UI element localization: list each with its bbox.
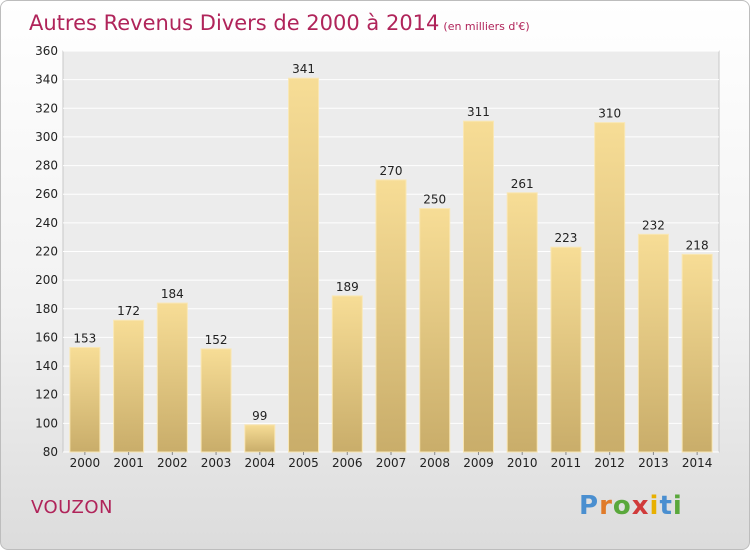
value-label-2014: 218 [686, 238, 709, 252]
y-tick-label: 220 [35, 245, 58, 259]
bar-2013 [637, 233, 669, 453]
y-tick-label: 300 [35, 130, 58, 144]
commune-name: VOUZON [31, 497, 113, 518]
y-tick-label: 160 [35, 330, 58, 344]
bar-2010 [506, 192, 538, 453]
logo-letter: o [612, 491, 632, 521]
y-tick-label: 320 [35, 101, 58, 115]
value-label-2008: 250 [423, 193, 446, 207]
value-label-2013: 232 [642, 218, 665, 232]
y-axis: 80 100 120 140 160 180 200 220 240 260 280 300 320 34… [35, 44, 58, 459]
value-label-2007: 270 [380, 164, 403, 178]
bar-2000 [69, 346, 101, 453]
logo-letter: t [659, 491, 673, 521]
logo-letter: r [599, 491, 613, 521]
x-tick-label-2001: 2001 [113, 456, 144, 470]
proxiti-logo: Proxiti [579, 491, 683, 521]
value-label-2010: 261 [511, 177, 534, 191]
value-label-2001: 172 [117, 304, 140, 318]
y-tick-label: 360 [35, 44, 58, 58]
x-tick-label-2005: 2005 [288, 456, 319, 470]
y-tick-label: 340 [35, 73, 58, 87]
y-tick-label: 100 [35, 416, 58, 430]
x-tick-label-2009: 2009 [463, 456, 494, 470]
x-tick-label-2011: 2011 [551, 456, 582, 470]
y-tick-label: 80 [43, 445, 58, 459]
bar-2011 [550, 246, 582, 453]
bar-2007 [375, 179, 407, 453]
x-tick-label-2013: 2013 [638, 456, 669, 470]
x-tick-label-2003: 2003 [201, 456, 232, 470]
x-tick-label-2004: 2004 [245, 456, 276, 470]
bar-2002 [156, 302, 188, 453]
logo-letter: i [672, 491, 683, 521]
bar-2003 [200, 348, 232, 453]
x-tick-label-2010: 2010 [507, 456, 538, 470]
value-label-2011: 223 [554, 231, 577, 245]
value-label-2012: 310 [598, 107, 621, 121]
bar-2012 [594, 122, 626, 453]
value-labels: 153 172 184 152 99 341 189 270 250 311 261 223 310 23… [73, 62, 708, 423]
bar-2008 [419, 208, 451, 453]
logo-letter: x [631, 491, 650, 521]
bar-2005 [288, 77, 320, 453]
bars [69, 77, 713, 453]
bar-2006 [331, 295, 363, 453]
value-label-2000: 153 [73, 331, 96, 345]
y-tick-label: 140 [35, 359, 58, 373]
x-tick-label-2008: 2008 [419, 456, 450, 470]
x-tick-label-2007: 2007 [376, 456, 407, 470]
x-tick-label-2002: 2002 [157, 456, 188, 470]
y-tick-label: 280 [35, 159, 58, 173]
value-label-2005: 341 [292, 62, 315, 76]
chart-title: Autres Revenus Divers de 2000 à 2014 (en … [29, 11, 530, 35]
y-tick-label: 240 [35, 216, 58, 230]
chart-title-text: Autres Revenus Divers de 2000 à 2014 [29, 11, 440, 35]
bar-2001 [113, 319, 145, 453]
value-label-2004: 99 [252, 409, 267, 423]
x-tick-label-2000: 2000 [70, 456, 101, 470]
logo-letter: P [579, 491, 600, 521]
y-tick-label: 180 [35, 302, 58, 316]
value-label-2003: 152 [205, 333, 228, 347]
y-tick-label: 260 [35, 187, 58, 201]
bar-2014 [681, 253, 713, 453]
logo-letter: i [649, 491, 660, 521]
bar-2004 [244, 424, 276, 453]
y-tick-label: 120 [35, 388, 58, 402]
x-axis: 2000 2001 2002 2003 2004 2005 2006 2007 2008 2009… [70, 452, 713, 470]
x-tick-label-2006: 2006 [332, 456, 363, 470]
bar-2009 [462, 120, 494, 453]
y-tick-label: 200 [35, 273, 58, 287]
x-tick-label-2012: 2012 [594, 456, 625, 470]
x-tick-label-2014: 2014 [682, 456, 713, 470]
value-label-2009: 311 [467, 105, 490, 119]
chart-title-unit: (en milliers d'€) [443, 20, 530, 33]
value-label-2006: 189 [336, 280, 359, 294]
value-label-2002: 184 [161, 287, 184, 301]
